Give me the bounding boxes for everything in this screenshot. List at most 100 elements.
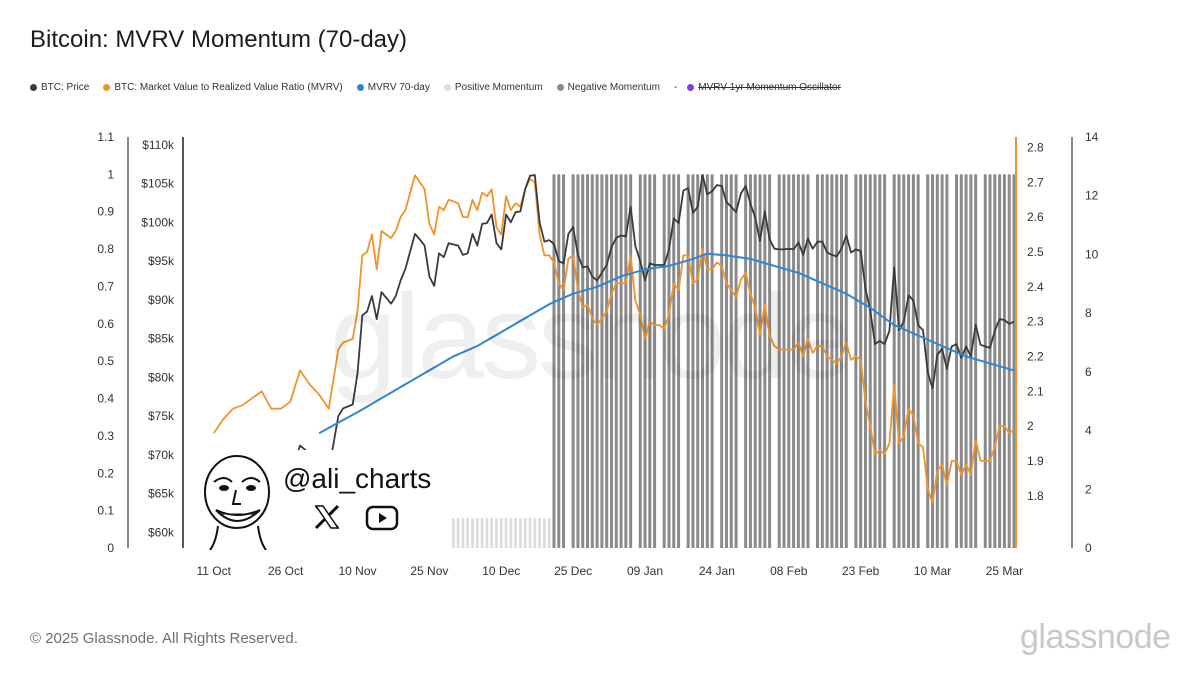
- oscillator-tick-label: 0.5: [97, 354, 114, 368]
- negative-momentum-bar: [701, 174, 704, 548]
- negative-momentum-bar: [917, 174, 920, 548]
- mvrv-tick-label: 2.5: [1027, 245, 1044, 259]
- right-axis-tick-label: 6: [1085, 365, 1092, 379]
- x-tick-label: 26 Oct: [268, 564, 304, 578]
- price-tick-label: $95k: [148, 254, 175, 268]
- negative-momentum-bar: [639, 174, 642, 548]
- oscillator-tick-label: 0.1: [97, 504, 114, 518]
- negative-momentum-bar: [749, 174, 752, 548]
- negative-momentum-bar: [730, 174, 733, 548]
- negative-momentum-bar: [754, 174, 757, 548]
- oscillator-tick-label: 0.8: [97, 242, 114, 256]
- negative-momentum-bar: [677, 174, 680, 548]
- negative-momentum-bar: [596, 174, 599, 548]
- mvrv-tick-label: 1.9: [1027, 454, 1044, 468]
- x-icon[interactable]: [313, 503, 341, 531]
- mvrv-tick-label: 2.4: [1027, 280, 1044, 294]
- right-axis-tick-label: 2: [1085, 482, 1092, 496]
- x-tick-label: 25 Nov: [410, 564, 448, 578]
- positive-momentum-bar: [476, 518, 479, 548]
- right-axis-tick-label: 12: [1085, 189, 1099, 203]
- negative-momentum-bar: [989, 174, 992, 548]
- positive-momentum-bar: [519, 518, 522, 548]
- x-tick-label: 24 Jan: [699, 564, 735, 578]
- negative-momentum-bar: [557, 174, 560, 548]
- price-tick-label: $70k: [148, 448, 175, 462]
- negative-momentum-bar: [969, 174, 972, 548]
- negative-momentum-bar: [629, 174, 632, 548]
- oscillator-tick-label: 0: [107, 541, 114, 555]
- mvrv-tick-label: 2: [1027, 419, 1034, 433]
- negative-momentum-bar: [816, 174, 819, 548]
- negative-momentum-bar: [941, 174, 944, 548]
- right-axis-tick-label: 0: [1085, 541, 1092, 555]
- negative-momentum-bar: [782, 174, 785, 548]
- negative-momentum-bar: [735, 174, 738, 548]
- x-tick-label: 09 Jan: [627, 564, 663, 578]
- negative-momentum-bar: [552, 174, 555, 548]
- positive-momentum-bar: [485, 518, 488, 548]
- x-tick-label: 23 Feb: [842, 564, 880, 578]
- negative-momentum-bar: [854, 174, 857, 548]
- negative-momentum-bar: [893, 174, 896, 548]
- negative-momentum-bar: [778, 174, 781, 548]
- x-tick-label: 08 Feb: [770, 564, 808, 578]
- oscillator-tick-label: 0.9: [97, 205, 114, 219]
- negative-momentum-bar: [706, 174, 709, 548]
- negative-momentum-bar: [955, 174, 958, 548]
- negative-momentum-bar: [821, 174, 824, 548]
- oscillator-tick-label: 1.1: [97, 130, 114, 144]
- positive-momentum-bar: [481, 518, 484, 548]
- price-tick-label: $60k: [148, 525, 175, 539]
- negative-momentum-bar: [615, 174, 618, 548]
- negative-momentum-bar: [869, 174, 872, 548]
- avatar: [196, 452, 278, 550]
- negative-momentum-bar: [883, 174, 886, 548]
- negative-momentum-bar: [648, 174, 651, 548]
- negative-momentum-bar: [586, 174, 589, 548]
- negative-momentum-bar: [907, 174, 910, 548]
- negative-momentum-bar: [792, 174, 795, 548]
- oscillator-tick-label: 0.7: [97, 279, 114, 293]
- price-tick-label: $90k: [148, 293, 175, 307]
- x-tick-label: 10 Nov: [338, 564, 376, 578]
- x-tick-label: 25 Dec: [554, 564, 592, 578]
- youtube-icon[interactable]: [365, 505, 399, 531]
- mvrv-tick-label: 2.2: [1027, 349, 1044, 363]
- positive-momentum-bar: [457, 518, 460, 548]
- negative-momentum-bar: [912, 174, 915, 548]
- negative-momentum-bar: [591, 174, 594, 548]
- price-tick-label: $110k: [142, 138, 175, 152]
- positive-momentum-bar: [495, 518, 498, 548]
- positive-momentum-bar: [533, 518, 536, 548]
- negative-momentum-bar: [691, 174, 694, 548]
- x-tick-label: 10 Mar: [914, 564, 951, 578]
- negative-momentum-bar: [620, 174, 623, 548]
- positive-momentum-bar: [452, 518, 455, 548]
- positive-momentum-bar: [514, 518, 517, 548]
- mvrv-tick-label: 2.8: [1027, 140, 1044, 154]
- positive-momentum-bar: [462, 518, 465, 548]
- oscillator-tick-label: 1: [107, 167, 114, 181]
- negative-momentum-bar: [663, 174, 666, 548]
- positive-momentum-bar: [505, 518, 508, 548]
- positive-momentum-bar: [500, 518, 503, 548]
- negative-momentum-bar: [806, 174, 809, 548]
- mvrv-tick-label: 2.1: [1027, 384, 1044, 398]
- negative-momentum-bar: [763, 174, 766, 548]
- right-axis-tick-label: 4: [1085, 424, 1092, 438]
- negative-momentum-bar: [897, 174, 900, 548]
- negative-momentum-bar: [711, 174, 714, 548]
- price-tick-label: $100k: [141, 215, 175, 229]
- right-axis-tick-label: 10: [1085, 247, 1099, 261]
- negative-momentum-bar: [787, 174, 790, 548]
- handle-label: @ali_charts: [283, 463, 431, 495]
- right-axis-tick-label: 14: [1085, 130, 1099, 144]
- negative-momentum-bar: [874, 174, 877, 548]
- negative-momentum-bar: [1003, 174, 1006, 548]
- negative-momentum-bar: [725, 174, 728, 548]
- negative-momentum-bar: [993, 174, 996, 548]
- price-tick-label: $75k: [148, 409, 175, 423]
- negative-momentum-bar: [653, 174, 656, 548]
- negative-momentum-bar: [687, 174, 690, 548]
